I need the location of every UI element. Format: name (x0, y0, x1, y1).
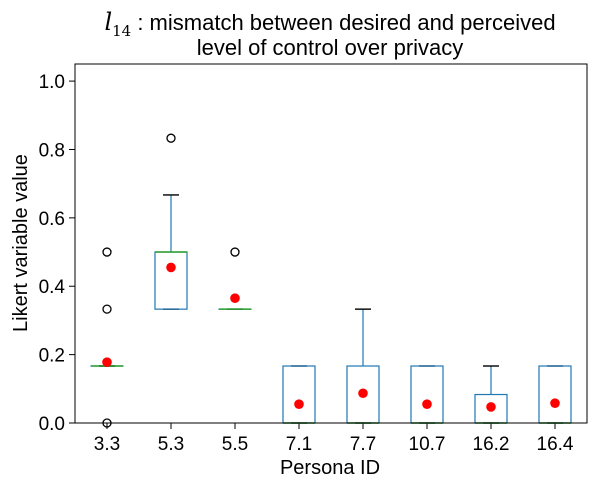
mean-point (422, 399, 432, 409)
title-line-2: level of control over privacy (197, 35, 464, 60)
y-axis-label: Likert variable value (10, 154, 32, 332)
svg-text:l14 : mismatch between desired: l14 : mismatch between desired and perce… (104, 8, 555, 40)
y-tick-label: 0.0 (39, 414, 65, 435)
axes-frame (74, 63, 588, 424)
x-tick-label: 3.3 (94, 434, 120, 455)
y-tick-label: 1.0 (39, 72, 65, 93)
mean-point (166, 262, 176, 273)
outlier-point (102, 304, 112, 314)
iqr-box (538, 365, 572, 424)
y-tick-label: 0.6 (39, 209, 65, 230)
x-axis-label: Persona ID (280, 457, 380, 479)
box-5.5 (218, 247, 252, 310)
mean-point (550, 398, 560, 408)
iqr-box (410, 365, 444, 424)
box-7.1 (282, 365, 316, 424)
iqr-box (282, 365, 316, 424)
box-7.7 (346, 308, 380, 424)
x-tick-label: 5.3 (158, 434, 184, 455)
outlier-point (166, 133, 176, 143)
iqr-box (154, 251, 188, 310)
box-16.2 (474, 365, 508, 424)
title-line-1: : mismatch between desired and perceived (131, 10, 555, 35)
mean-point (230, 293, 240, 304)
mean-point (102, 357, 112, 367)
x-tick-label: 16.4 (537, 434, 574, 455)
y-tick-label: 0.4 (39, 277, 66, 298)
chart-title: l14 : mismatch between desired and perce… (104, 8, 555, 60)
box-3.3 (90, 247, 124, 428)
outlier-point (102, 247, 112, 257)
box-16.4 (538, 365, 572, 424)
mean-point (358, 388, 368, 399)
box-5.3 (154, 133, 188, 310)
mean-point (486, 402, 496, 412)
mean-point (294, 399, 304, 409)
x-tick-label: 7.1 (286, 434, 312, 455)
y-tick-label: 0.2 (39, 346, 65, 367)
box-10.7 (410, 365, 444, 424)
x-tick-label: 16.2 (473, 434, 510, 455)
title-subscript: 14 (112, 22, 131, 40)
y-tick-label: 0.8 (39, 140, 65, 161)
x-tick-label: 7.7 (350, 434, 376, 455)
x-tick-label: 10.7 (409, 434, 446, 455)
x-tick-label: 5.5 (222, 434, 248, 455)
title-symbol: l (104, 8, 112, 36)
outlier-point (230, 247, 240, 257)
plot-layer: 0.0 0.2 0.4 0.6 0.8 1.0 3.3 5.3 5.5 7.1 7.7 10.7 16.… (39, 63, 588, 455)
